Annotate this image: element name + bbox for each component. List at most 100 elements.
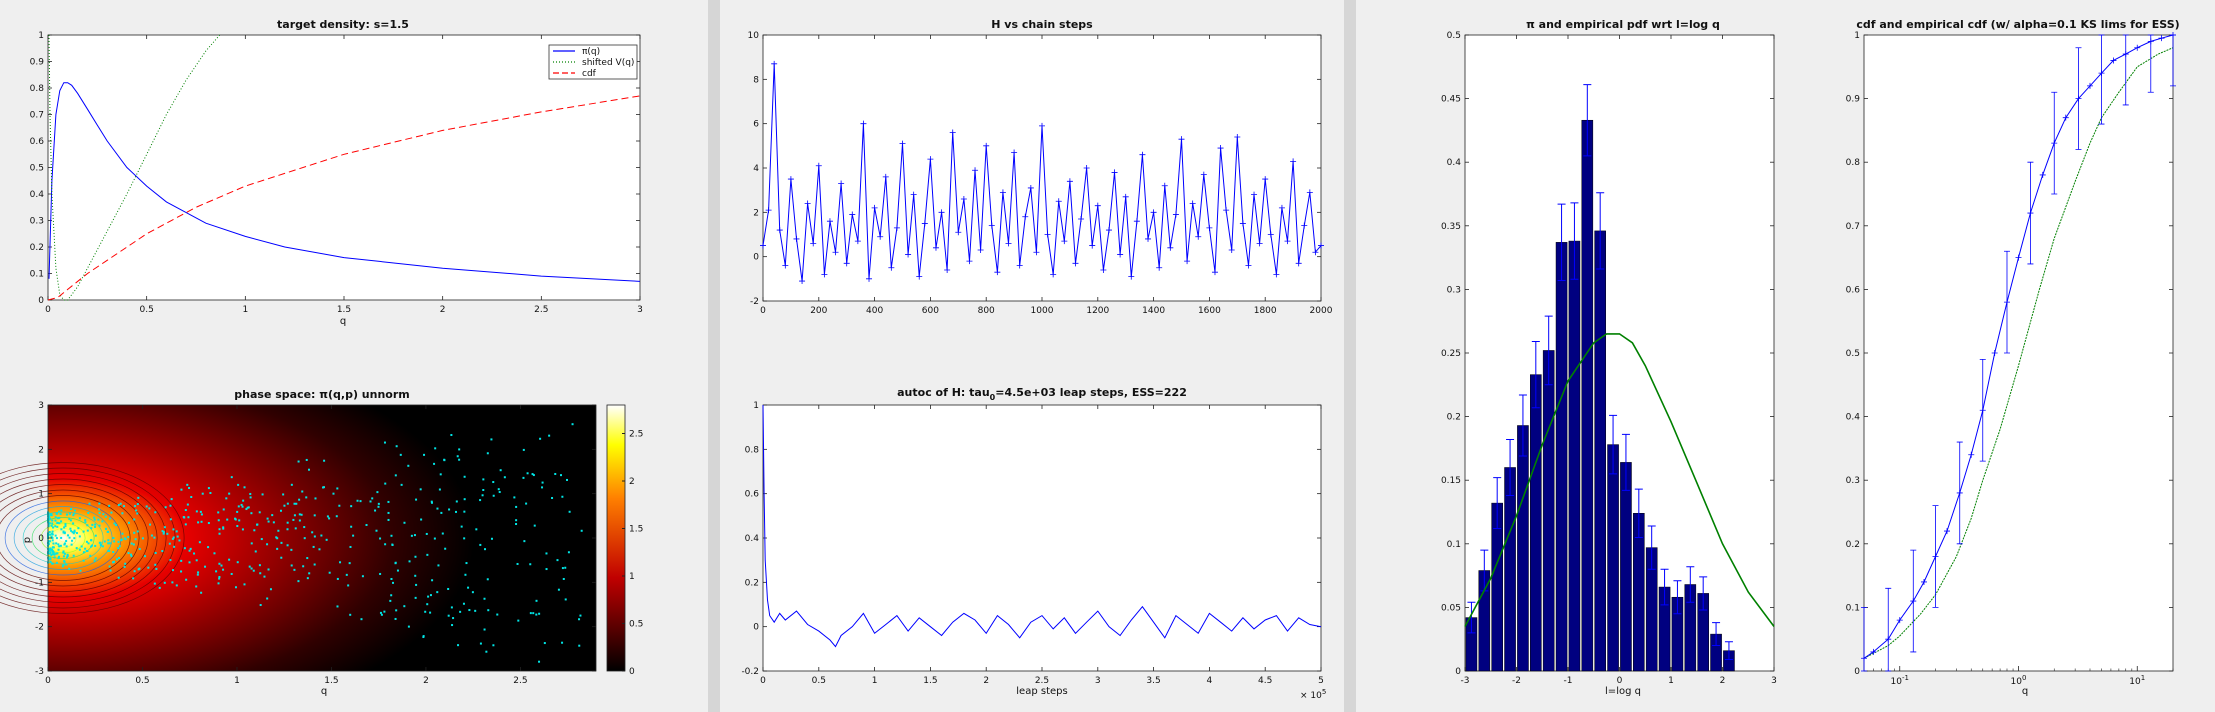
sample-point <box>57 557 60 560</box>
y-tick-label: 0.6 <box>30 137 45 147</box>
data-point-marker <box>877 233 884 240</box>
sample-point <box>55 552 58 555</box>
plot-area <box>762 34 1322 302</box>
sample-point <box>94 544 97 547</box>
sample-point <box>347 584 350 587</box>
data-point-marker <box>821 271 828 278</box>
sample-point <box>99 544 102 547</box>
sample-point <box>196 573 199 576</box>
sample-point <box>68 536 71 539</box>
sample-point <box>236 510 239 513</box>
sample-point <box>436 507 439 510</box>
data-point-marker <box>1100 266 1107 273</box>
sample-point <box>57 548 60 551</box>
sample-point <box>123 565 126 568</box>
sample-point <box>183 547 186 550</box>
sample-point <box>90 539 93 542</box>
sample-point <box>64 525 67 528</box>
error-bar <box>1609 414 1618 475</box>
sample-point <box>98 508 101 511</box>
sample-point <box>97 518 100 521</box>
data-point-marker <box>1991 350 1998 356</box>
sample-point <box>286 521 289 524</box>
y-tick-label: 0.2 <box>745 578 759 588</box>
sample-point <box>51 562 54 565</box>
sample-point <box>571 423 574 426</box>
data-point-marker <box>799 278 806 285</box>
heatmap <box>0 405 596 671</box>
sample-point <box>130 542 133 545</box>
x-tick-label: 800 <box>978 306 995 316</box>
data-point-marker <box>1267 231 1274 238</box>
chart-title-main: autoc of H: tau <box>897 386 990 399</box>
sample-point <box>138 548 141 551</box>
sample-point <box>326 515 329 518</box>
sample-point <box>222 508 225 511</box>
x-tick-label-base: 10 <box>1891 677 1903 687</box>
sample-point <box>173 545 176 548</box>
sample-point <box>54 525 57 528</box>
sample-point <box>247 506 250 509</box>
legend-entry: π(q) <box>582 47 600 57</box>
sample-point <box>60 536 63 539</box>
sample-point <box>226 518 229 521</box>
sample-point <box>65 540 68 543</box>
y-axis-label: p <box>22 537 33 543</box>
sample-point <box>277 529 280 532</box>
y-tick-label: 0.1 <box>1846 603 1860 613</box>
x-tick-label: 0.5 <box>135 676 149 686</box>
sample-point <box>365 523 368 526</box>
sample-point <box>238 519 241 522</box>
sample-point <box>245 508 248 511</box>
sample-point <box>350 505 353 508</box>
ks-limit-bar <box>1932 505 1939 608</box>
sample-point <box>443 459 446 462</box>
sample-point <box>64 523 67 526</box>
data-point-marker <box>2015 254 2022 261</box>
data-point-marker <box>1055 198 1062 205</box>
histogram-bar <box>1555 242 1568 672</box>
sample-point <box>486 452 489 455</box>
sample-point <box>280 556 283 559</box>
data-point-marker <box>1944 528 1950 535</box>
sample-point <box>300 513 303 516</box>
sample-point <box>322 486 325 489</box>
sample-point <box>90 527 93 530</box>
chart-title-rest: =4.5e+03 leap steps, ESS=222 <box>995 386 1187 399</box>
sample-point <box>56 512 59 515</box>
x-tick-label: 3 <box>1095 676 1101 686</box>
sample-point <box>429 611 432 614</box>
x-axis-label: q <box>2022 686 2028 697</box>
sample-point <box>154 511 157 514</box>
sample-point <box>108 517 111 520</box>
sample-point <box>465 562 468 565</box>
sample-point <box>241 528 244 531</box>
sample-point <box>579 614 582 617</box>
sample-point <box>56 525 59 528</box>
data-point-marker <box>955 229 962 236</box>
sample-point <box>103 540 106 543</box>
sample-point <box>94 557 97 560</box>
sample-point <box>47 540 50 543</box>
sample-point <box>164 506 167 509</box>
sample-point <box>54 534 57 537</box>
sample-point <box>560 474 563 477</box>
sample-point <box>497 488 500 491</box>
y-tick-label: 0.9 <box>30 58 45 68</box>
sample-point <box>217 582 220 585</box>
x-tick-label: 3 <box>637 305 643 315</box>
sample-point <box>293 514 296 517</box>
sample-point <box>105 527 108 530</box>
sample-point <box>426 603 429 606</box>
sample-point <box>144 555 147 558</box>
ks-limit-bar <box>2027 161 2034 265</box>
sample-point <box>207 546 210 549</box>
sample-point <box>258 564 261 567</box>
data-point-marker <box>787 176 794 183</box>
sample-point <box>153 582 156 585</box>
sample-point <box>298 513 301 516</box>
contour-line <box>0 462 185 614</box>
sample-point <box>267 520 270 523</box>
sample-point <box>483 597 486 600</box>
x-tick-label: 0 <box>1617 676 1623 686</box>
